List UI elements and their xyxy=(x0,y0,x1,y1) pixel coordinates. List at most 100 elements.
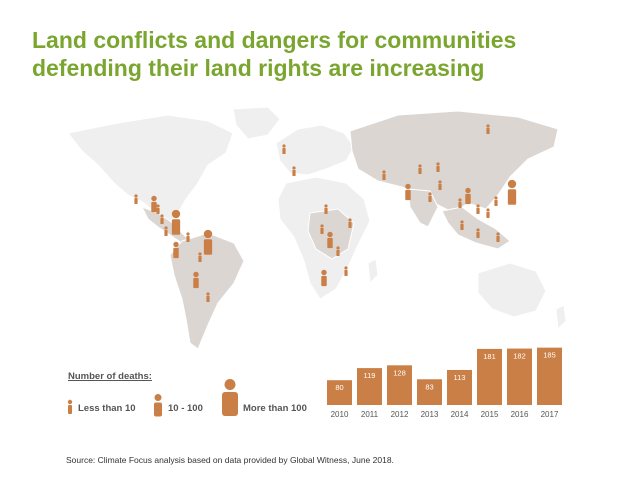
person-marker-icon xyxy=(336,246,340,250)
continents xyxy=(67,106,567,350)
page-title: Land conflicts and dangers for communiti… xyxy=(32,26,622,82)
year-tick-label: 2014 xyxy=(451,410,469,419)
person-marker-icon xyxy=(476,228,480,232)
person-marker-icon xyxy=(418,168,422,174)
person-marker-icon xyxy=(186,232,190,236)
bar-value-label: 119 xyxy=(364,371,376,380)
person-marker-icon xyxy=(193,271,199,278)
person-marker-icon xyxy=(321,269,327,276)
person-marker-icon xyxy=(476,208,480,214)
bar-value-label: 181 xyxy=(483,352,496,361)
person-marker-icon xyxy=(458,198,462,202)
person-marker-icon xyxy=(134,194,138,198)
person-marker-icon xyxy=(465,187,471,194)
person-marker-icon xyxy=(344,270,348,276)
person-marker-icon xyxy=(348,222,352,228)
legend-label-large: More than 100 xyxy=(243,403,307,414)
person-marker-icon xyxy=(327,231,333,238)
person-marker-icon xyxy=(324,208,328,214)
north-america xyxy=(67,114,234,222)
asia xyxy=(349,110,559,214)
person-marker-icon xyxy=(206,296,210,302)
person-marker-icon xyxy=(198,256,202,262)
person-marker-icon xyxy=(173,241,179,248)
year-tick-label: 2013 xyxy=(421,410,439,419)
deaths-bar-chart: 80 2010 119 2011 128 2012 83 2013 113 2014 181 2015… xyxy=(327,347,562,419)
person-marker-icon xyxy=(458,202,462,208)
person-marker-icon xyxy=(292,170,296,176)
bar-2016 xyxy=(507,348,532,405)
bar-2010 xyxy=(327,380,352,405)
person-marker-icon xyxy=(164,226,168,230)
title-line-2: defending their land rights are increasi… xyxy=(32,55,485,81)
greenland xyxy=(232,106,281,140)
person-marker-icon xyxy=(507,189,517,205)
person-marker-icon xyxy=(206,292,210,296)
person-marker-icon xyxy=(494,200,498,206)
person-marker-icon xyxy=(486,208,490,212)
person-marker-icon xyxy=(344,266,348,270)
person-marker-icon xyxy=(486,128,490,134)
person-marker-icon xyxy=(151,201,157,213)
year-tick-label: 2016 xyxy=(511,410,529,419)
bar-2014 xyxy=(447,369,472,405)
southeast-asia xyxy=(441,206,511,250)
person-marker-icon xyxy=(292,166,296,170)
person-marker-icon xyxy=(134,198,138,204)
person-marker-icon xyxy=(507,179,517,189)
bar-value-label: 185 xyxy=(543,351,556,360)
person-marker-icon xyxy=(405,183,411,190)
person-marker-icon xyxy=(193,277,199,289)
person-marker-icon xyxy=(282,148,286,154)
year-tick-label: 2017 xyxy=(541,410,559,419)
person-marker-icon xyxy=(460,224,464,230)
legend-large-person-icon xyxy=(222,379,238,416)
madagascar xyxy=(367,258,379,285)
world-map xyxy=(67,106,567,350)
person-marker-icon xyxy=(436,166,440,172)
person-marker-icon xyxy=(203,239,213,255)
year-tick-label: 2012 xyxy=(391,410,409,419)
bar-2017 xyxy=(537,347,562,405)
person-marker-icon xyxy=(160,218,164,224)
bar-2013 xyxy=(417,379,442,405)
source-note: Source: Climate Focus analysis based on … xyxy=(66,455,394,465)
year-tick-label: 2015 xyxy=(481,410,499,419)
person-marker-icon xyxy=(476,204,480,208)
person-marker-icon xyxy=(164,230,168,236)
person-marker-icon xyxy=(496,236,500,242)
person-marker-icon xyxy=(327,237,333,249)
bar-value-label: 128 xyxy=(393,368,406,377)
person-marker-icon xyxy=(428,192,432,196)
year-tick-label: 2011 xyxy=(361,410,379,419)
person-marker-icon xyxy=(494,196,498,200)
person-marker-icon xyxy=(336,250,340,256)
europe xyxy=(275,124,355,176)
legend-label-small: Less than 10 xyxy=(78,403,136,414)
year-tick-label: 2010 xyxy=(331,410,349,419)
person-marker-icon xyxy=(171,209,181,219)
legend-medium-person-icon xyxy=(154,394,162,417)
person-marker-icon xyxy=(436,162,440,166)
legend-label-medium: 10 - 100 xyxy=(168,403,203,414)
person-marker-icon xyxy=(324,204,328,208)
person-marker-icon xyxy=(438,184,442,190)
bar-value-label: 83 xyxy=(425,382,433,391)
south-america xyxy=(169,232,245,350)
bar-2011 xyxy=(357,368,382,405)
person-marker-icon xyxy=(320,228,324,234)
person-marker-icon xyxy=(382,170,386,174)
bar-2012 xyxy=(387,365,412,405)
bar-value-label: 80 xyxy=(335,383,343,392)
person-marker-icon xyxy=(320,224,324,228)
person-marker-icon xyxy=(382,174,386,180)
person-marker-icon xyxy=(203,229,213,239)
person-marker-icon xyxy=(151,195,157,202)
title-line-1: Land conflicts and dangers for communiti… xyxy=(32,27,517,53)
person-marker-icon xyxy=(405,189,411,201)
person-marker-icon xyxy=(465,193,471,205)
person-marker-icon xyxy=(496,232,500,236)
person-marker-icon xyxy=(186,236,190,242)
person-marker-icon xyxy=(173,247,179,259)
person-marker-icon xyxy=(438,180,442,184)
